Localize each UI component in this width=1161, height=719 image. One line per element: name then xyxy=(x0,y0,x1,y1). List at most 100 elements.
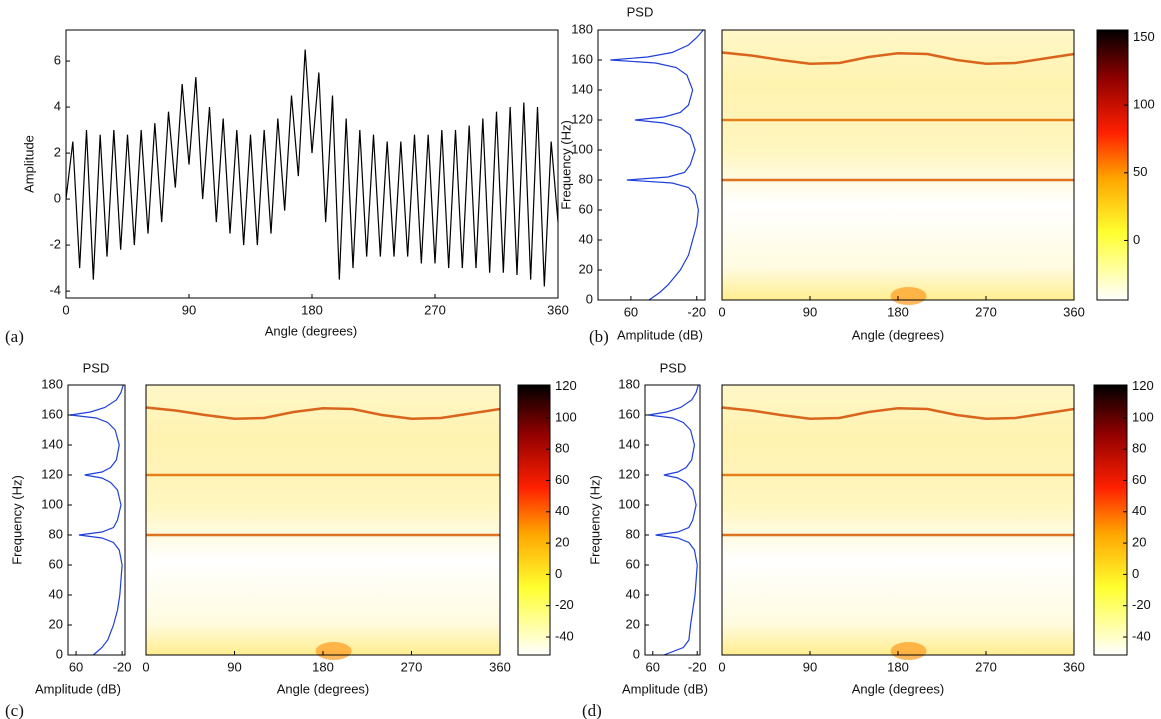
x-tick-label: 180 xyxy=(301,302,323,317)
x-tick-label: 60 xyxy=(69,659,83,674)
y-tick-label: 40 xyxy=(579,231,593,246)
heatmap-background xyxy=(722,30,1074,300)
hot-spot xyxy=(890,287,927,305)
plot-frame xyxy=(644,384,701,656)
colorbar-tick-label: 100 xyxy=(1132,409,1154,424)
hot-spot xyxy=(890,642,927,660)
y-tick-label: 40 xyxy=(49,586,63,601)
psd-line xyxy=(610,29,704,301)
y-tick-label: 180 xyxy=(41,376,63,391)
heatmap-background xyxy=(146,385,500,655)
colorbar xyxy=(1096,29,1129,301)
colorbar-tick-label: -40 xyxy=(555,628,574,643)
y-tick-label: 160 xyxy=(571,51,593,66)
y-tick-label: 80 xyxy=(626,526,640,541)
x-axis-label: Amplitude (dB) xyxy=(617,327,703,342)
colorbar-tick-label: 80 xyxy=(1132,441,1146,456)
y-axis-label: Frequency (Hz) xyxy=(9,475,24,565)
y-tick-label: 0 xyxy=(586,291,593,306)
x-axis-label: Angle (degrees) xyxy=(852,681,945,696)
x-tick-label: 270 xyxy=(975,659,997,674)
y-tick-label: 80 xyxy=(49,526,63,541)
y-tick-label: 0 xyxy=(54,191,61,206)
x-tick-label: 90 xyxy=(803,659,817,674)
x-tick-label: 360 xyxy=(547,302,569,317)
x-axis-label: Angle (degrees) xyxy=(265,323,358,338)
x-axis-label: Angle (degrees) xyxy=(852,327,945,342)
colorbar-tick-label: 120 xyxy=(1132,378,1154,393)
colorbar-tick-label: -20 xyxy=(555,597,574,612)
x-tick-label: 60 xyxy=(646,659,660,674)
y-tick-label: -2 xyxy=(49,237,61,252)
y-axis-label: Frequency (Hz) xyxy=(558,120,573,210)
panel-label: (d) xyxy=(582,701,602,719)
colorbar-tick-label: 0 xyxy=(1132,566,1139,581)
x-tick-label: 360 xyxy=(489,659,511,674)
y-tick-label: 60 xyxy=(626,556,640,571)
y-tick-label: 100 xyxy=(41,496,63,511)
colorbar xyxy=(517,384,551,656)
colorbar-tick-label: 60 xyxy=(1132,472,1146,487)
x-tick-label: -20 xyxy=(688,659,707,674)
y-tick-label: -4 xyxy=(49,283,61,298)
x-tick-label: 180 xyxy=(887,304,909,319)
colorbar-tick-label: 20 xyxy=(555,535,569,550)
panel-label: (c) xyxy=(5,701,24,719)
x-tick-label: 60 xyxy=(624,304,638,319)
colorbar-tick-label: 80 xyxy=(555,441,569,456)
plot-frame xyxy=(67,384,126,656)
colorbar-tick-label: 40 xyxy=(1132,503,1146,518)
y-tick-label: 6 xyxy=(54,52,61,67)
colorbar-tick-label: 120 xyxy=(555,378,577,393)
y-axis-label: Amplitude xyxy=(21,135,36,193)
plot-frame xyxy=(65,29,559,299)
panel-title: PSD xyxy=(660,360,687,375)
y-tick-label: 160 xyxy=(41,406,63,421)
x-axis-label: Angle (degrees) xyxy=(277,681,370,696)
x-axis-label: Amplitude (dB) xyxy=(622,681,708,696)
colorbar-tick-label: 0 xyxy=(1133,232,1140,247)
x-tick-label: 180 xyxy=(312,659,334,674)
heatmap-background xyxy=(722,385,1074,655)
panel-title: PSD xyxy=(83,360,110,375)
plot-frame xyxy=(597,29,706,301)
y-tick-label: 60 xyxy=(579,201,593,216)
y-axis-label: Frequency (Hz) xyxy=(587,475,602,565)
y-tick-label: 4 xyxy=(54,99,61,114)
hot-spot xyxy=(315,642,352,660)
y-tick-label: 180 xyxy=(618,376,640,391)
y-tick-label: 60 xyxy=(49,556,63,571)
x-tick-label: 360 xyxy=(1063,659,1085,674)
y-tick-label: 160 xyxy=(618,406,640,421)
y-tick-label: 100 xyxy=(618,496,640,511)
colorbar-tick-label: 20 xyxy=(1132,535,1146,550)
x-tick-label: 90 xyxy=(803,304,817,319)
x-tick-label: -20 xyxy=(687,304,706,319)
x-tick-label: 180 xyxy=(887,659,909,674)
y-tick-label: 0 xyxy=(56,646,63,661)
colorbar-tick-label: -40 xyxy=(1132,628,1151,643)
signal-line xyxy=(65,49,559,287)
y-tick-label: 40 xyxy=(626,586,640,601)
x-tick-label: 90 xyxy=(182,302,196,317)
x-tick-label: -20 xyxy=(113,659,132,674)
y-tick-label: 140 xyxy=(618,436,640,451)
y-tick-label: 180 xyxy=(571,21,593,36)
colorbar-tick-label: 150 xyxy=(1133,29,1155,44)
y-tick-label: 140 xyxy=(571,81,593,96)
x-tick-label: 270 xyxy=(424,302,446,317)
panel-label: (a) xyxy=(5,327,24,346)
colorbar-tick-label: 100 xyxy=(1133,97,1155,112)
x-tick-label: 0 xyxy=(718,304,725,319)
x-tick-label: 270 xyxy=(975,304,997,319)
colorbar-tick-label: 100 xyxy=(555,409,577,424)
panel-title: PSD xyxy=(627,4,654,19)
x-tick-label: 0 xyxy=(718,659,725,674)
y-tick-label: 120 xyxy=(618,466,640,481)
colorbar-tick-label: -20 xyxy=(1132,597,1151,612)
x-tick-label: 90 xyxy=(227,659,241,674)
y-tick-label: 120 xyxy=(571,111,593,126)
psd-line xyxy=(70,384,124,656)
y-tick-label: 120 xyxy=(41,466,63,481)
